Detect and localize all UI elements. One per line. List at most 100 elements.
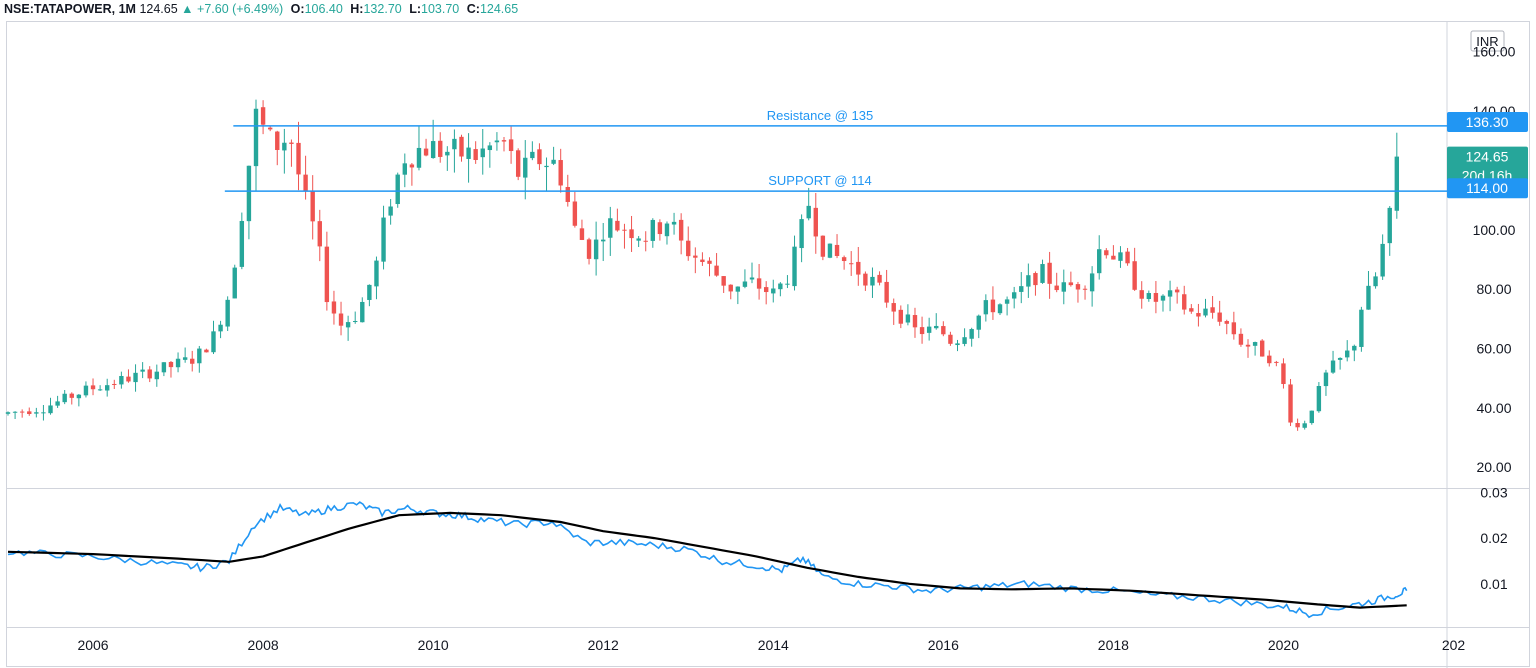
candle-body[interactable]	[324, 246, 330, 303]
candle-body[interactable]	[1132, 261, 1137, 290]
candle-body[interactable]	[140, 369, 145, 372]
candle-body[interactable]	[487, 145, 493, 151]
candle-body[interactable]	[650, 219, 656, 241]
candle-body[interactable]	[1238, 333, 1244, 345]
candle-body[interactable]	[997, 304, 1003, 314]
candle-body[interactable]	[771, 288, 776, 294]
candle-body[interactable]	[1182, 294, 1187, 310]
candle-body[interactable]	[430, 141, 436, 159]
candle-body[interactable]	[27, 411, 32, 414]
candle-body[interactable]	[615, 220, 620, 231]
candle-body[interactable]	[494, 140, 500, 143]
candle-body[interactable]	[763, 287, 769, 293]
candle-body[interactable]	[1345, 350, 1350, 358]
candle-body[interactable]	[41, 412, 46, 414]
candle-body[interactable]	[537, 149, 542, 165]
candle-body[interactable]	[1019, 286, 1024, 292]
candle-body[interactable]	[1089, 273, 1095, 292]
candle-body[interactable]	[501, 140, 507, 142]
candle-body[interactable]	[381, 217, 386, 262]
candle-body[interactable]	[530, 151, 535, 159]
candle-body[interactable]	[1033, 273, 1038, 286]
candle-body[interactable]	[983, 300, 989, 315]
candle-body[interactable]	[182, 357, 188, 360]
candle-body[interactable]	[1104, 250, 1109, 256]
candle-body[interactable]	[1196, 313, 1201, 317]
candle-body[interactable]	[834, 244, 840, 256]
candle-body[interactable]	[367, 284, 372, 300]
symbol-name[interactable]: NSE:TATAPOWER, 1M	[4, 2, 136, 16]
candle-body[interactable]	[190, 358, 195, 364]
candle-body[interactable]	[197, 348, 202, 364]
candle-body[interactable]	[423, 148, 429, 156]
candle-body[interactable]	[955, 343, 960, 346]
candle-body[interactable]	[253, 108, 259, 167]
candle-body[interactable]	[459, 136, 464, 157]
candle-body[interactable]	[1174, 289, 1180, 293]
candle-body[interactable]	[133, 372, 138, 383]
candle-body[interactable]	[317, 221, 322, 247]
candle-body[interactable]	[1330, 360, 1336, 373]
candle-body[interactable]	[601, 239, 606, 242]
candle-body[interactable]	[69, 393, 74, 398]
candle-body[interactable]	[678, 219, 684, 241]
candle-body[interactable]	[395, 174, 400, 205]
candle-body[interactable]	[990, 299, 996, 313]
candle-body[interactable]	[565, 186, 570, 202]
candle-body[interactable]	[820, 235, 826, 257]
candle-body[interactable]	[863, 273, 868, 286]
candle-body[interactable]	[19, 411, 25, 413]
candle-body[interactable]	[154, 371, 159, 380]
candle-body[interactable]	[246, 165, 252, 222]
candle-body[interactable]	[416, 147, 422, 168]
candle-body[interactable]	[629, 229, 634, 239]
candle-body[interactable]	[664, 223, 670, 237]
candle-body[interactable]	[55, 401, 60, 406]
candle-body[interactable]	[643, 240, 648, 242]
candle-body[interactable]	[438, 140, 443, 157]
candle-body[interactable]	[1160, 295, 1166, 301]
candle-body[interactable]	[636, 238, 641, 241]
candle-body[interactable]	[409, 164, 415, 168]
candle-body[interactable]	[1281, 363, 1286, 385]
candle-body[interactable]	[76, 394, 82, 399]
candle-body[interactable]	[700, 259, 705, 263]
candle-body[interactable]	[275, 131, 280, 150]
candle-body[interactable]	[1394, 156, 1400, 211]
candle-body[interactable]	[905, 314, 911, 323]
candle-body[interactable]	[551, 159, 556, 164]
candle-body[interactable]	[1004, 299, 1010, 304]
candle-body[interactable]	[1097, 249, 1102, 274]
candle-body[interactable]	[296, 142, 301, 175]
candle-body[interactable]	[799, 219, 804, 249]
candle-body[interactable]	[721, 276, 726, 286]
candle-body[interactable]	[1217, 312, 1222, 322]
candle-body[interactable]	[345, 322, 351, 328]
candle-body[interactable]	[374, 260, 379, 287]
candle-body[interactable]	[1274, 361, 1279, 363]
candle-body[interactable]	[5, 412, 11, 414]
candle-body[interactable]	[1288, 384, 1293, 423]
candle-body[interactable]	[445, 151, 450, 156]
candle-body[interactable]	[941, 326, 946, 335]
candle-body[interactable]	[310, 190, 315, 222]
candle-body[interactable]	[112, 383, 117, 385]
candle-body[interactable]	[1373, 276, 1378, 287]
candle-body[interactable]	[714, 265, 719, 276]
candle-body[interactable]	[593, 239, 599, 260]
candle-body[interactable]	[90, 385, 96, 390]
candle-body[interactable]	[480, 148, 485, 158]
candle-body[interactable]	[728, 284, 733, 292]
candle-body[interactable]	[948, 334, 953, 344]
candle-body[interactable]	[827, 243, 833, 258]
candle-body[interactable]	[1231, 322, 1237, 335]
candle-body[interactable]	[785, 283, 790, 285]
candle-body[interactable]	[1068, 282, 1074, 286]
candle-body[interactable]	[303, 174, 308, 191]
candle-body[interactable]	[558, 160, 563, 186]
candle-body[interactable]	[211, 331, 216, 353]
candle-body[interactable]	[168, 361, 174, 368]
candle-body[interactable]	[232, 267, 237, 299]
candle-body[interactable]	[742, 281, 748, 287]
